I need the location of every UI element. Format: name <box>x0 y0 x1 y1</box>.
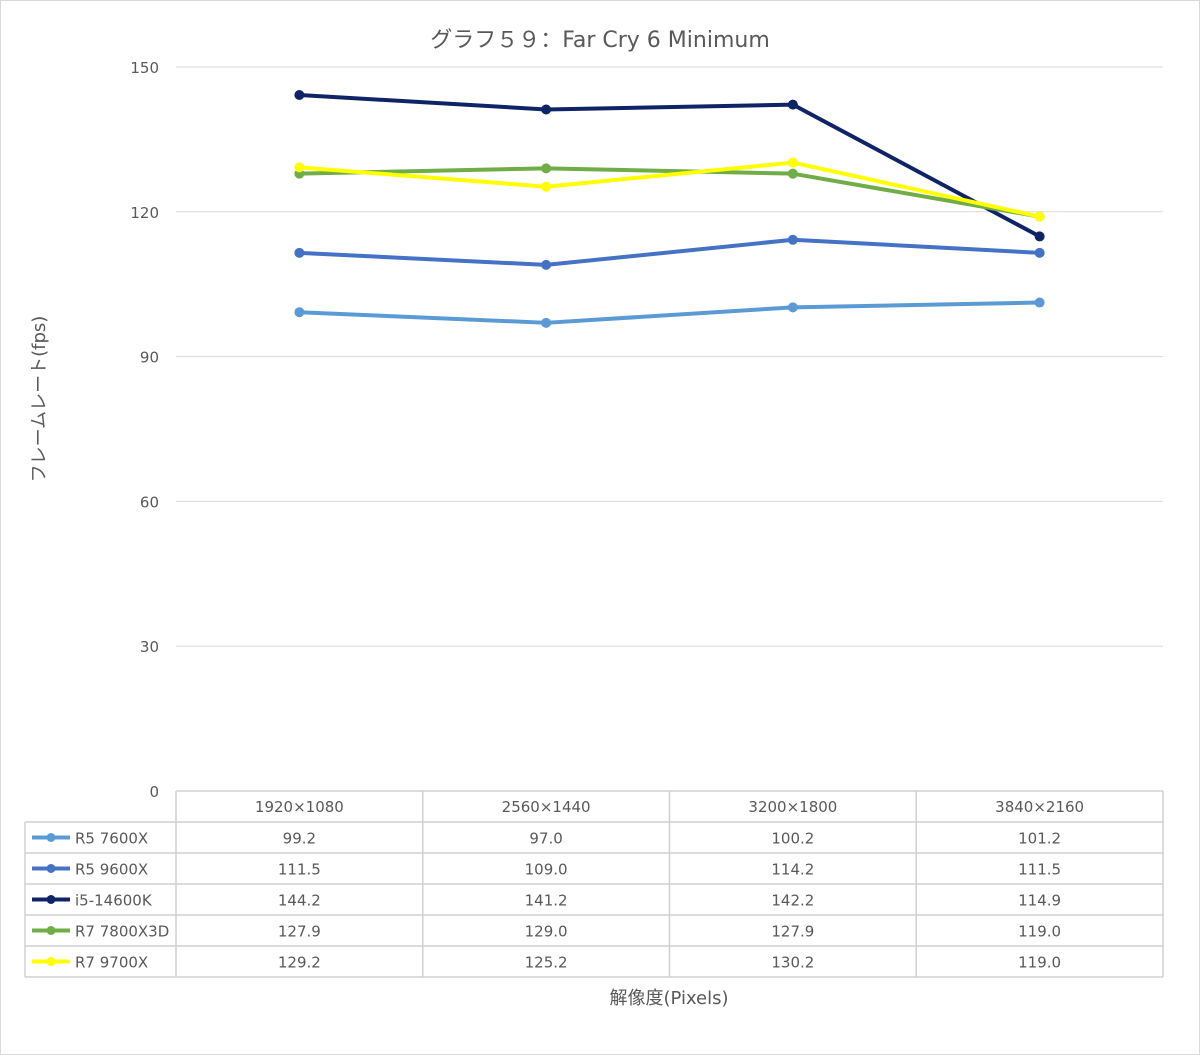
data-label: 99.2 <box>283 830 316 848</box>
data-table: 1920×1080 2560×1440 3200×1800 3840×2160 R5 7… <box>24 790 1164 978</box>
series-line <box>297 166 1042 219</box>
data-label: 130.2 <box>771 954 814 972</box>
table-row: i5-14600K 144.2 141.2 142.2 114.9 <box>32 892 1061 910</box>
data-label: 101.2 <box>1018 830 1061 848</box>
data-label: 109.0 <box>525 861 568 879</box>
y-axis: 0 30 60 90 120 150 <box>130 59 159 801</box>
series-line <box>297 300 1042 325</box>
data-label: 141.2 <box>525 892 568 910</box>
series-1 <box>294 234 1045 270</box>
data-label: 97.0 <box>529 830 562 848</box>
data-point <box>787 234 798 245</box>
series-4 <box>294 157 1045 222</box>
data-label: 125.2 <box>525 954 568 972</box>
x-tick-label: 3200×1800 <box>748 798 837 816</box>
data-label: 119.0 <box>1018 923 1061 941</box>
data-label: 114.9 <box>1018 892 1061 910</box>
data-label: 111.5 <box>278 861 321 879</box>
data-label: 129.2 <box>278 954 321 972</box>
series-line <box>297 92 1042 239</box>
data-point <box>1034 297 1045 308</box>
data-point <box>541 104 552 115</box>
data-label: 127.9 <box>771 923 814 941</box>
data-label: 119.0 <box>1018 954 1061 972</box>
x-tick-label: 2560×1440 <box>502 798 591 816</box>
series-2 <box>294 89 1045 242</box>
legend-entry: R5 9600X <box>75 861 148 879</box>
data-point <box>541 317 552 328</box>
data-point <box>787 99 798 110</box>
data-label: 127.9 <box>278 923 321 941</box>
chart-title: グラフ５９：Far Cry 6 Minimum <box>430 28 770 53</box>
series-line <box>297 160 1042 219</box>
data-point <box>294 89 305 100</box>
y-tick-label: 90 <box>140 349 159 367</box>
legend-marker <box>46 957 56 966</box>
legend-marker <box>46 833 56 842</box>
legend-marker <box>46 895 56 904</box>
y-tick-label: 0 <box>149 783 159 801</box>
y-tick-label: 150 <box>130 59 159 77</box>
data-label: 100.2 <box>771 830 814 848</box>
gridlines <box>176 66 1163 647</box>
y-tick-label: 60 <box>140 493 159 511</box>
x-axis-title: 解像度(Pixels) <box>609 988 728 1009</box>
series-line <box>297 237 1042 267</box>
data-point <box>1034 211 1045 222</box>
data-label: 129.0 <box>525 923 568 941</box>
data-label: 114.2 <box>771 861 814 879</box>
data-label: 111.5 <box>1018 861 1061 879</box>
legend-marker <box>46 926 56 935</box>
y-tick-label: 120 <box>130 204 159 222</box>
data-point <box>787 302 798 313</box>
table-row: R5 9600X 111.5 109.0 114.2 111.5 <box>32 861 1061 879</box>
data-label: 144.2 <box>278 892 321 910</box>
table-row: R5 7600X 99.2 97.0 100.2 101.2 <box>32 830 1061 848</box>
legend-entry: i5-14600K <box>75 892 153 910</box>
legend-entry: R7 7800X3D <box>75 923 169 941</box>
data-point <box>541 181 552 192</box>
x-tick-label: 1920×1080 <box>255 798 344 816</box>
table-row: R7 7800X3D 127.9 129.0 127.9 119.0 <box>32 923 1061 941</box>
data-point <box>1034 231 1045 242</box>
data-point <box>541 259 552 270</box>
series-lines <box>294 89 1045 328</box>
table-row: R7 9700X 129.2 125.2 130.2 119.0 <box>32 954 1061 972</box>
series-0 <box>294 297 1045 328</box>
data-point <box>787 168 798 179</box>
legend-entry: R5 7600X <box>75 830 148 848</box>
y-axis-title: フレームレート(fps) <box>29 316 50 483</box>
data-label: 142.2 <box>771 892 814 910</box>
legend-entry: R7 9700X <box>75 954 148 972</box>
legend-marker <box>46 864 56 873</box>
data-point <box>294 162 305 173</box>
data-point <box>541 163 552 174</box>
data-point <box>787 157 798 168</box>
data-point <box>294 247 305 258</box>
data-point <box>294 307 305 318</box>
y-tick-label: 30 <box>140 638 159 656</box>
data-point <box>1034 247 1045 258</box>
x-tick-label: 3840×2160 <box>995 798 1084 816</box>
